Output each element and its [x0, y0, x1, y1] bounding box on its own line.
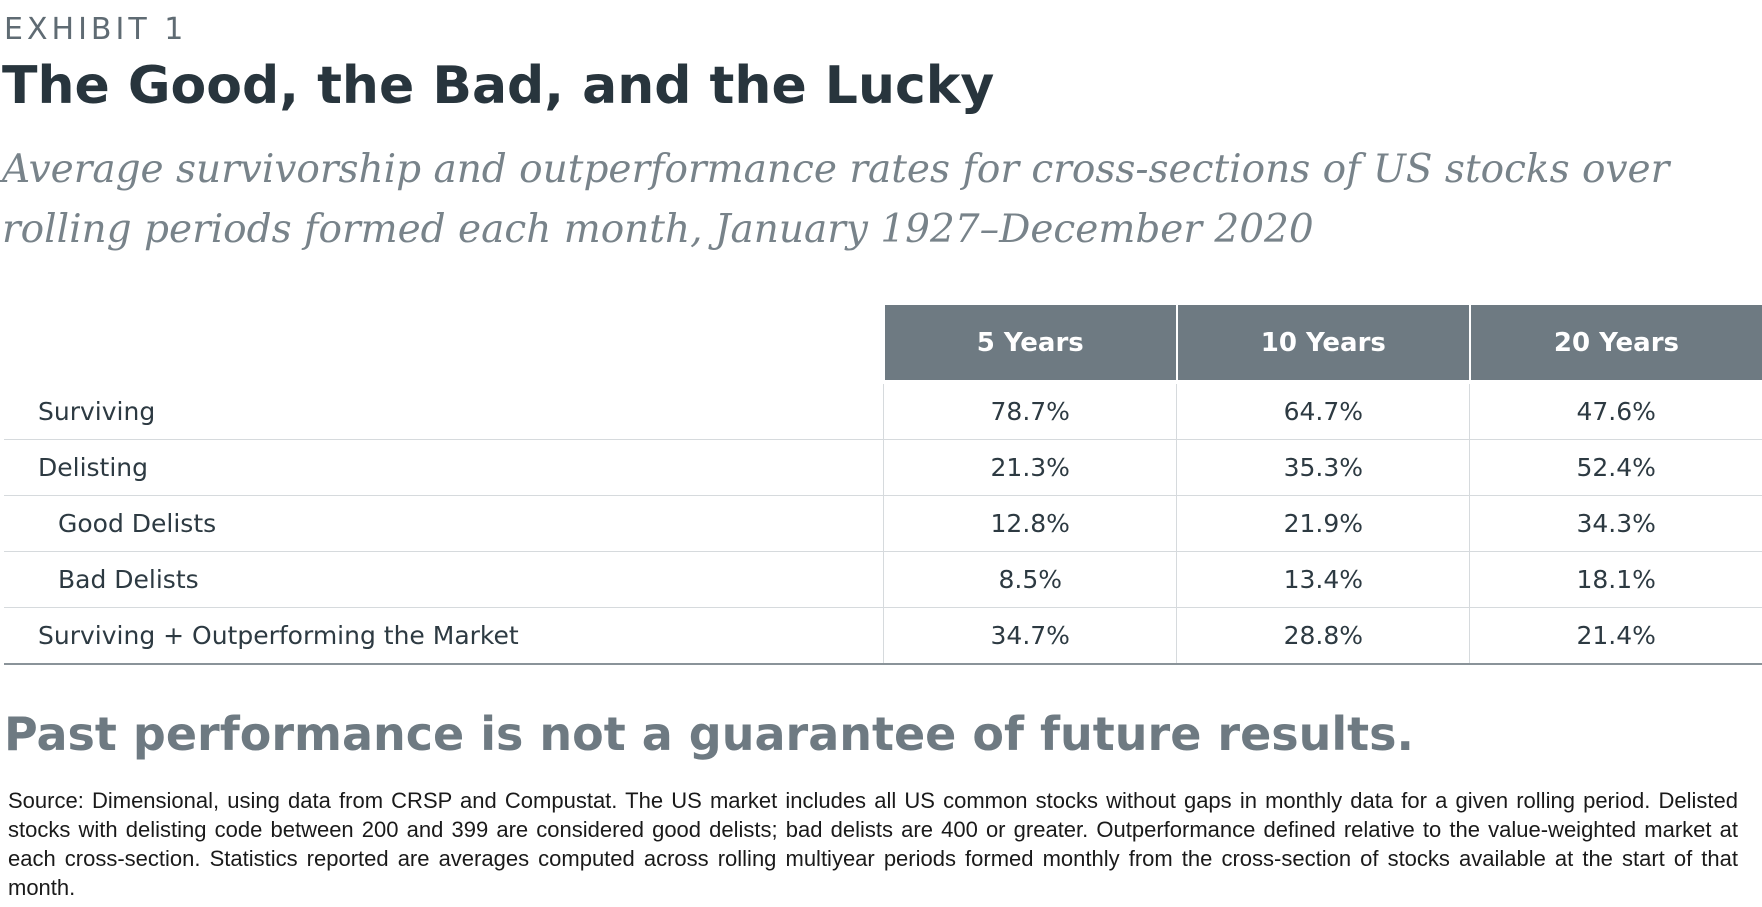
chart-title: The Good, the Bad, and the Lucky — [2, 56, 995, 116]
table-cell: 18.1% — [1469, 551, 1762, 608]
table-row: Delisting 21.3% 35.3% 52.4% — [4, 439, 1762, 496]
table-cell: 47.6% — [1469, 381, 1762, 440]
table-cell: 21.9% — [1176, 495, 1470, 552]
row-label: Surviving — [4, 381, 884, 440]
row-label: Surviving + Outperforming the Market — [4, 607, 884, 665]
row-label: Delisting — [4, 439, 884, 496]
exhibit-label: EXHIBIT 1 — [4, 12, 188, 47]
table-row: Bad Delists 8.5% 13.4% 18.1% — [4, 551, 1762, 608]
table-cell: 12.8% — [883, 495, 1177, 552]
table-cell: 35.3% — [1176, 439, 1470, 496]
table-cell: 64.7% — [1176, 381, 1470, 440]
data-table: 5 Years 10 Years 20 Years Surviving 78.7… — [4, 305, 1762, 665]
disclaimer-text: Past performance is not a guarantee of f… — [4, 707, 1415, 761]
table-row: Surviving 78.7% 64.7% 47.6% — [4, 381, 1762, 440]
chart-subtitle: Average survivorship and outperformance … — [2, 147, 1670, 252]
table-cell: 34.3% — [1469, 495, 1762, 552]
table-cell: 8.5% — [883, 551, 1177, 608]
table-cell: 28.8% — [1176, 607, 1470, 665]
table-row: Good Delists 12.8% 21.9% 34.3% — [4, 495, 1762, 552]
table-cell: 78.7% — [883, 381, 1177, 440]
table-cell: 34.7% — [883, 607, 1177, 665]
column-header-10-years: 10 Years — [1175, 305, 1470, 384]
column-header-5-years: 5 Years — [882, 305, 1177, 384]
row-label: Bad Delists — [4, 551, 884, 608]
row-label: Good Delists — [4, 495, 884, 552]
source-note: Source: Dimensional, using data from CRS… — [8, 788, 1738, 900]
table-cell: 13.4% — [1176, 551, 1470, 608]
table-row: Surviving + Outperforming the Market 34.… — [4, 607, 1762, 665]
column-header-20-years: 20 Years — [1468, 305, 1762, 384]
table-cell: 21.4% — [1469, 607, 1762, 665]
table-cell: 52.4% — [1469, 439, 1762, 496]
table-cell: 21.3% — [883, 439, 1177, 496]
header-blank-cell — [4, 305, 884, 384]
table-header-row: 5 Years 10 Years 20 Years — [4, 305, 1762, 384]
